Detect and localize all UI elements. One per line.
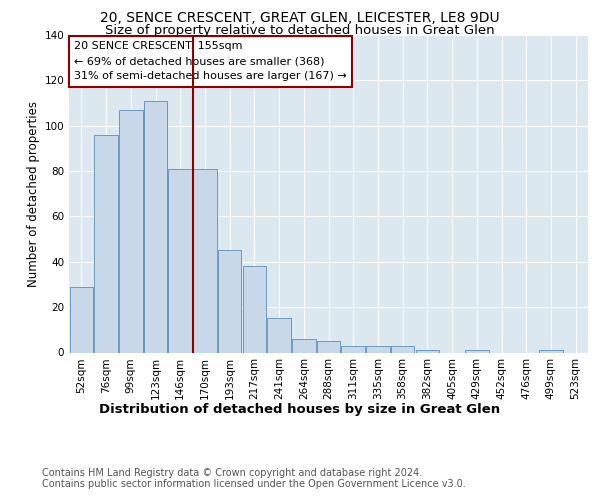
Bar (268, 318, 291, 352)
Text: Size of property relative to detached houses in Great Glen: Size of property relative to detached ho… (105, 24, 495, 37)
Text: 20 SENCE CRESCENT: 155sqm
← 69% of detached houses are smaller (368)
31% of semi: 20 SENCE CRESCENT: 155sqm ← 69% of detac… (74, 42, 347, 81)
Bar (169, 169, 192, 352)
Bar (391, 346, 415, 352)
Bar (218, 250, 241, 352)
Text: Distribution of detached houses by size in Great Glen: Distribution of detached houses by size … (100, 402, 500, 415)
Bar (242, 266, 266, 352)
Bar (539, 350, 563, 352)
Bar (94, 135, 118, 352)
Bar (292, 339, 316, 352)
Y-axis label: Number of detached properties: Number of detached properties (27, 101, 40, 287)
Bar (366, 346, 389, 352)
Bar (119, 110, 143, 352)
Bar (416, 350, 439, 352)
Text: 20, SENCE CRESCENT, GREAT GLEN, LEICESTER, LE8 9DU: 20, SENCE CRESCENT, GREAT GLEN, LEICESTE… (100, 11, 500, 25)
Text: Contains HM Land Registry data © Crown copyright and database right 2024.
Contai: Contains HM Land Registry data © Crown c… (42, 468, 466, 489)
Bar (144, 101, 167, 352)
Bar (193, 169, 217, 352)
Bar (70, 286, 93, 352)
Bar (341, 346, 365, 352)
Bar (317, 341, 340, 352)
Bar (465, 350, 488, 352)
